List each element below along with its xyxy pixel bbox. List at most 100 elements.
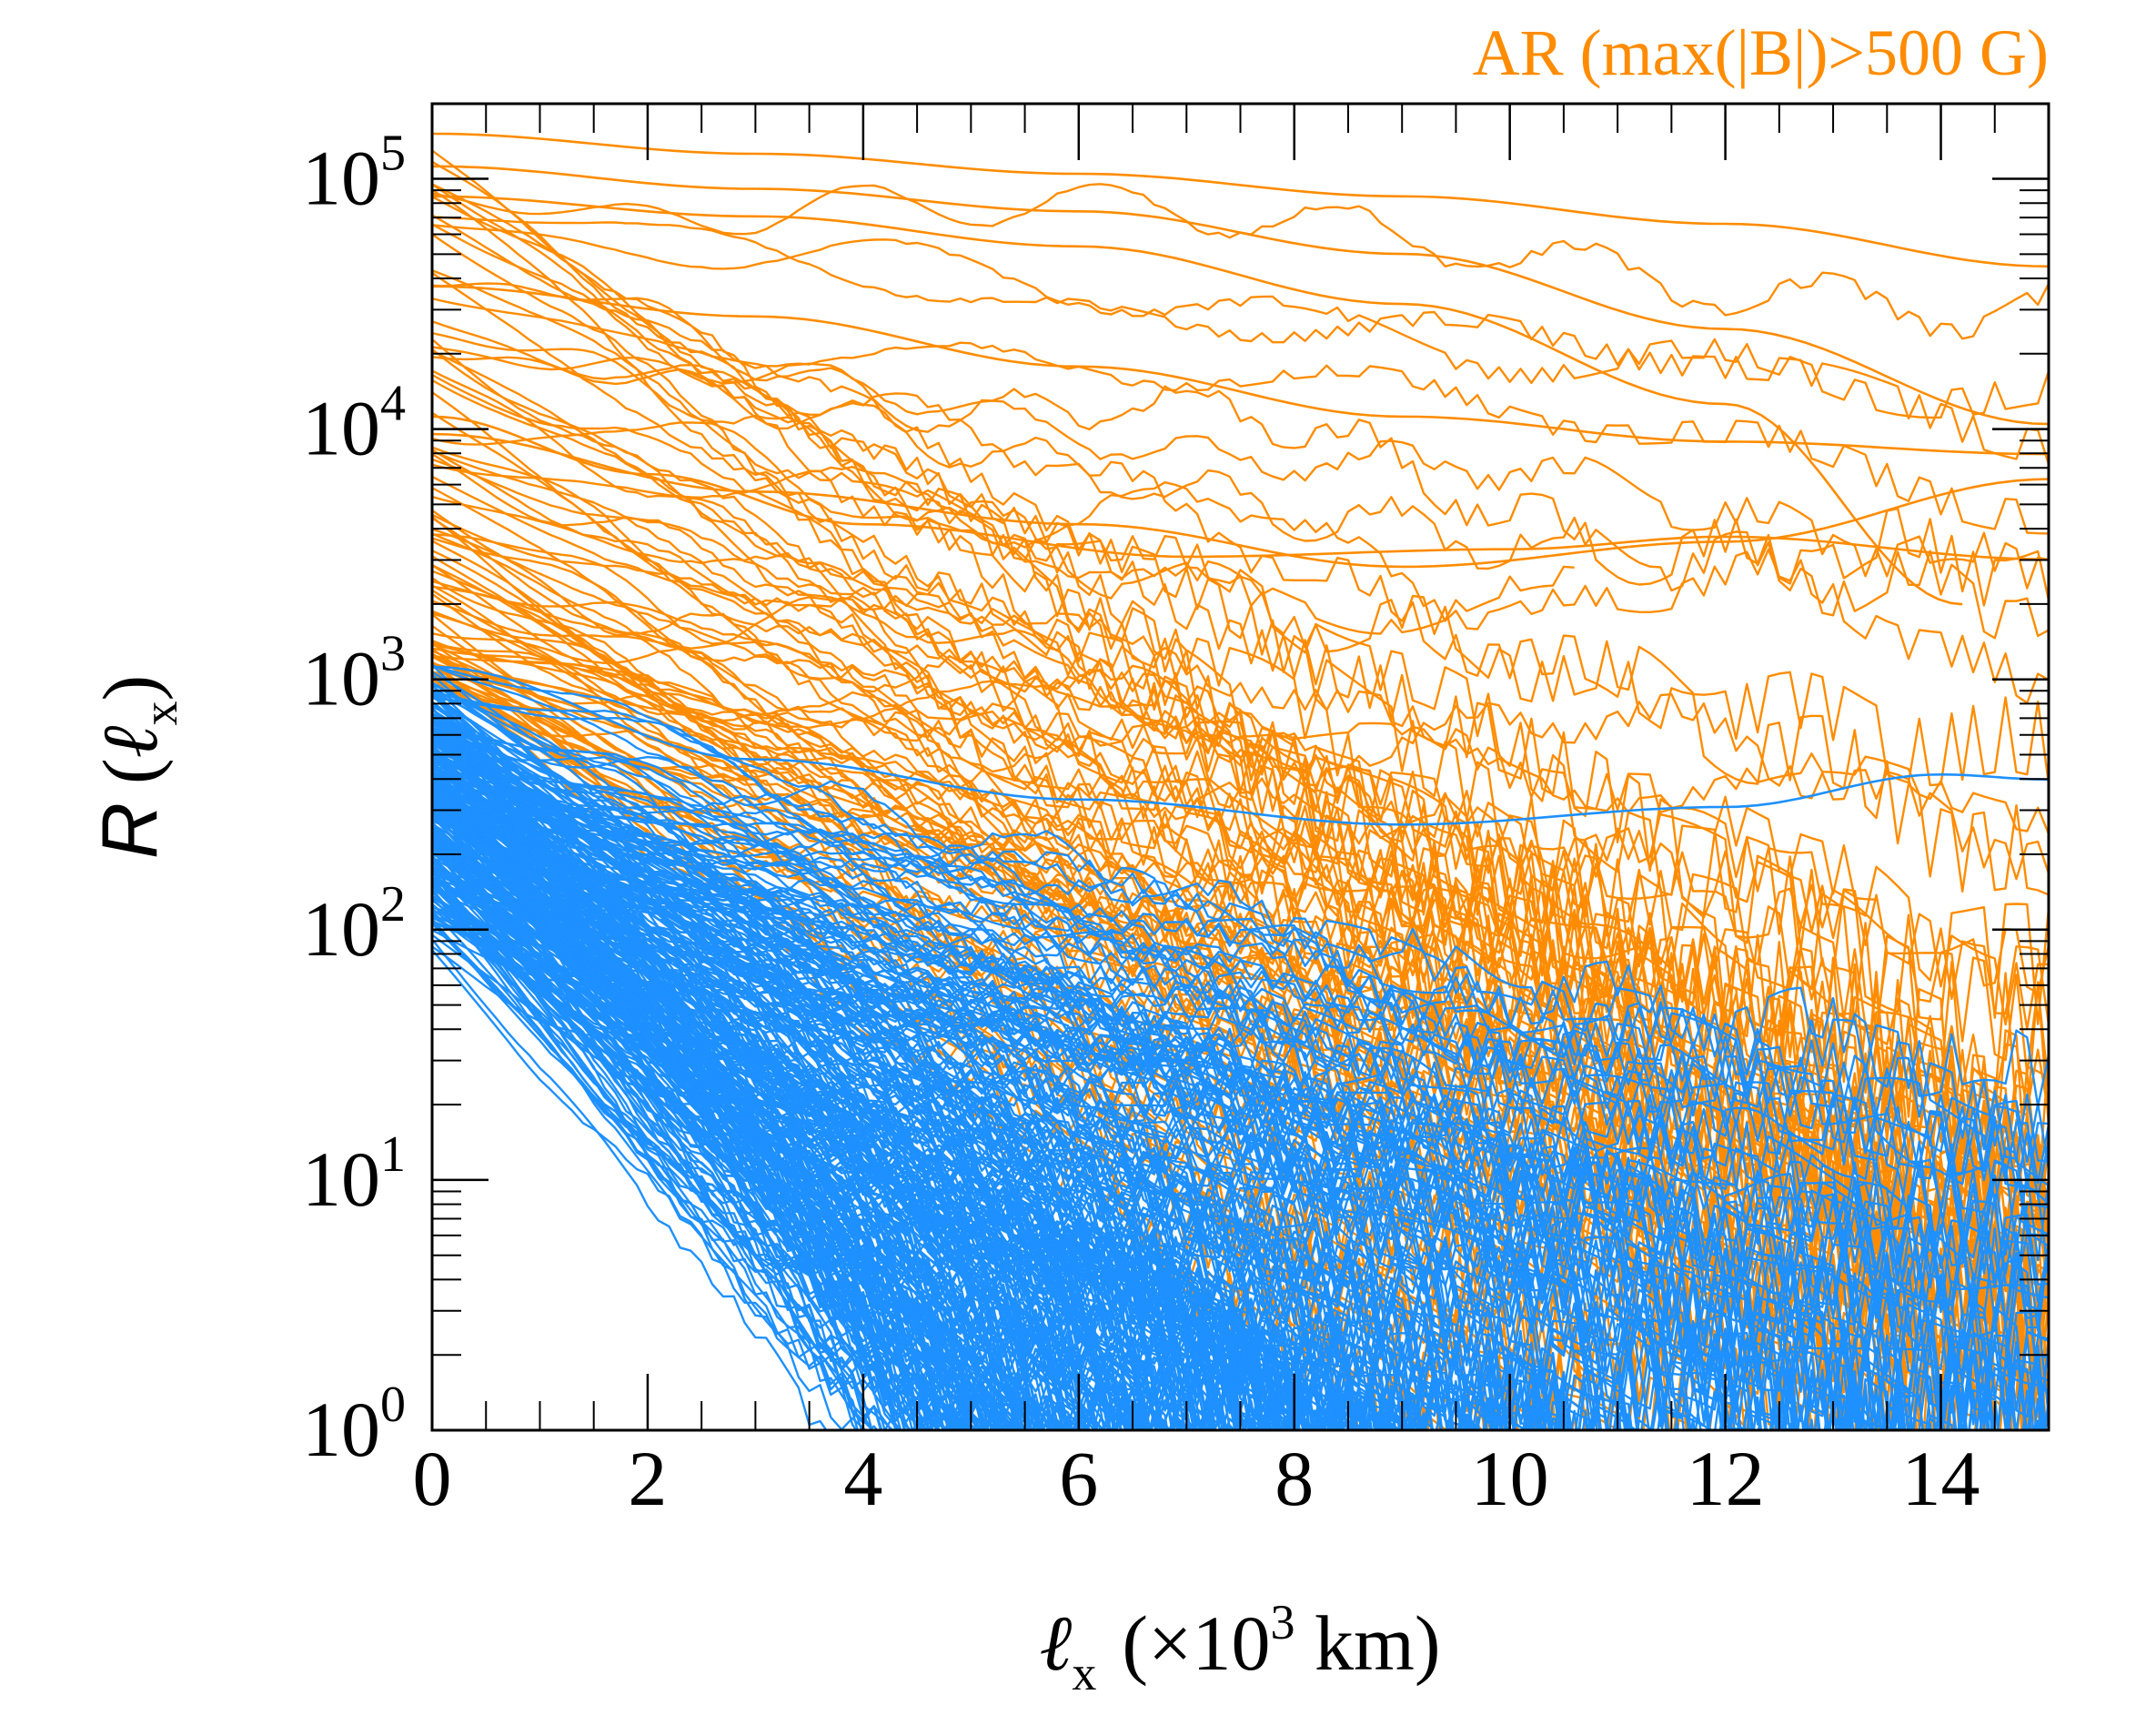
ar-series-line <box>432 564 1882 1430</box>
legend-label: AR (max(|B|)>500 G) <box>1473 16 2049 89</box>
quiet-series-line <box>432 748 2048 1430</box>
quiet-series-line <box>432 729 2049 1107</box>
ar-series-line <box>432 282 2049 607</box>
highlight-series-lines <box>432 132 2049 826</box>
quiet-series-line <box>432 742 2049 1337</box>
quiet-series-line <box>432 726 1286 1430</box>
ar-series-line <box>432 269 2049 1025</box>
quiet-series-line <box>432 813 1384 1430</box>
quiet-series-line <box>432 868 933 1430</box>
highlight-series-line <box>432 415 2049 560</box>
quiet-series-line <box>432 775 2027 1430</box>
y-tick-label-sup: 1 <box>380 1126 406 1183</box>
y-axis-label-open: ( <box>86 758 174 784</box>
y-axis-label-main: R <box>86 802 174 859</box>
y-tick-label-base: 10 <box>302 135 380 222</box>
y-tick-label: 102 <box>302 876 406 973</box>
quiet-series-line <box>432 840 1397 1430</box>
quiet-series-line <box>432 837 1068 1430</box>
quiet-series-line <box>432 815 1003 1430</box>
quiet-series-line <box>432 853 1954 1430</box>
ar-series-line <box>432 555 1627 1430</box>
quiet-series-line <box>432 815 1000 1430</box>
y-axis-label-sub: x <box>133 701 187 726</box>
highlight-series-line <box>432 285 2049 456</box>
y-axis-label-ell: ℓ <box>86 725 174 758</box>
ar-series-line <box>432 224 2049 419</box>
quiet-series-line <box>432 690 2049 1262</box>
quiet-series-line <box>432 718 1481 1430</box>
ar-series-line <box>432 216 2049 465</box>
quiet-series-line <box>432 756 2049 1163</box>
quiet-series-line <box>432 792 2049 1236</box>
x-axis-label-main: ℓ <box>1039 1599 1072 1687</box>
quiet-series-line <box>432 712 1049 1430</box>
quiet-series-line <box>432 724 2049 1417</box>
y-axis-label-close: ) <box>86 675 174 701</box>
highlight-series-line <box>432 132 2049 268</box>
y-tick-label: 101 <box>302 1126 406 1223</box>
quiet-series-line <box>432 872 988 1430</box>
y-axis-label: R (ℓx) <box>86 675 187 859</box>
y-tick-label-base: 10 <box>302 1386 380 1473</box>
ar-series-line <box>432 495 1877 901</box>
ar-series-line <box>432 475 2049 1185</box>
quiet-series-line <box>432 723 1231 1288</box>
y-tick-label-sup: 4 <box>380 376 406 432</box>
quiet-series-line <box>432 773 2049 1190</box>
ar-series-line <box>432 373 2049 1195</box>
y-tick-label-base: 10 <box>302 885 380 973</box>
x-axis-label-sub: x <box>1072 1646 1096 1700</box>
quiet-series-line <box>432 861 1287 1430</box>
x-tick-label: 0 <box>413 1435 452 1522</box>
y-tick-label-sup: 3 <box>380 626 406 682</box>
x-axis-label-prefix: (×10 <box>1122 1599 1270 1687</box>
quiet-series-line <box>432 881 965 1430</box>
quiet-series-line <box>432 797 1564 1430</box>
x-tick-label: 4 <box>843 1435 882 1522</box>
ar-series-line <box>432 580 2049 1031</box>
x-tick-label: 8 <box>1274 1435 1314 1522</box>
quiet-series-line <box>432 768 2049 1277</box>
quiet-series-line <box>432 865 1385 1430</box>
axis-ticks <box>430 104 2050 1432</box>
quiet-series-line <box>432 739 1900 1430</box>
ar-series-line <box>432 513 2049 1234</box>
x-axis-label: ℓx (×103 km) <box>1039 1595 1440 1700</box>
quiet-series-line <box>432 727 2049 1205</box>
quiet-series-line <box>432 762 1061 1430</box>
ar-series-line <box>432 160 2049 1420</box>
ar-series-line <box>432 196 2049 1317</box>
quiet-series-lines <box>432 663 2049 1430</box>
x-tick-label: 14 <box>1902 1435 1980 1522</box>
y-tick-label-sup: 0 <box>380 1377 406 1433</box>
quiet-series-line <box>432 761 1859 1430</box>
y-tick-label-sup: 2 <box>380 876 406 933</box>
quiet-series-line <box>432 719 1062 1430</box>
quiet-series-line <box>432 933 1236 1430</box>
quiet-series-line <box>432 731 1598 1430</box>
x-tick-label: 6 <box>1059 1435 1098 1522</box>
ar-series-line <box>432 671 2049 1115</box>
quiet-series-line <box>432 827 952 1430</box>
x-axis-label-suffix: km) <box>1295 1599 1440 1687</box>
highlight-series-line <box>432 432 2049 569</box>
y-tick-label: 104 <box>302 376 406 472</box>
highlight-series-line <box>432 195 1963 606</box>
quiet-series-line <box>432 873 2049 1339</box>
quiet-series-line <box>432 785 902 1430</box>
quiet-series-line <box>432 749 1133 1430</box>
ar-series-line <box>432 369 2049 1222</box>
y-tick-label: 105 <box>302 126 406 222</box>
quiet-series-line <box>432 691 1631 1430</box>
x-tick-label: 10 <box>1471 1435 1549 1522</box>
y-tick-label-base: 10 <box>302 1135 380 1223</box>
ar-series-line <box>432 612 2049 1360</box>
quiet-series-line <box>432 831 1160 1430</box>
y-tick-label: 103 <box>302 626 406 722</box>
quiet-series-line <box>432 823 922 1430</box>
y-tick-label: 100 <box>302 1377 406 1473</box>
y-tick-label-sup: 5 <box>380 126 406 182</box>
x-tick-label: 2 <box>628 1435 667 1522</box>
